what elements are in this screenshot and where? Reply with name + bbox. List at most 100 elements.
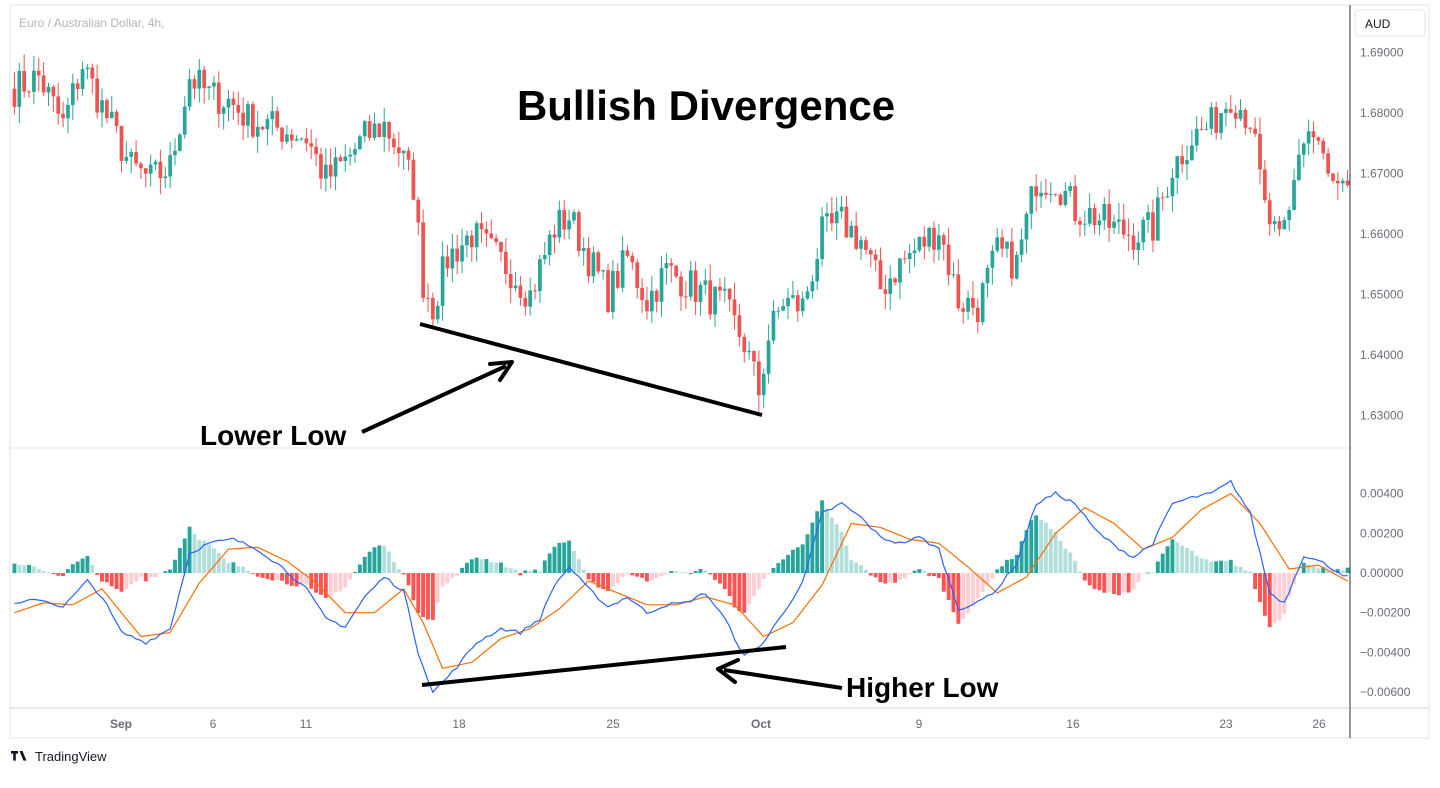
candle-body — [596, 252, 601, 272]
candle-body — [1087, 208, 1092, 224]
histogram-bar — [1141, 573, 1146, 574]
histogram-bar — [1248, 571, 1253, 574]
candle-body — [786, 297, 790, 307]
histogram-bar — [1189, 550, 1194, 574]
candle-body — [645, 300, 649, 312]
histogram-bar — [353, 571, 357, 574]
histogram-bar — [941, 573, 946, 592]
histogram-bar — [1185, 548, 1189, 574]
symbol-title[interactable]: Euro / Australian Dollar, 4h, — [19, 16, 164, 30]
candle-body — [898, 258, 902, 283]
histogram-bar — [761, 573, 766, 579]
candle-body — [1151, 212, 1155, 241]
candle-body — [202, 69, 207, 89]
candle-body — [1102, 203, 1107, 221]
candle-body — [95, 78, 99, 113]
histogram-bar — [1107, 573, 1112, 593]
candle-body — [708, 280, 713, 315]
candle-body — [1311, 131, 1316, 138]
histogram-bar — [148, 573, 153, 578]
histogram-bar — [537, 571, 542, 574]
candle-body — [1170, 177, 1175, 197]
histogram-bar — [1078, 571, 1082, 574]
candle-body — [732, 299, 737, 316]
candle-body — [1058, 194, 1063, 205]
price-tick-label: 1.69000 — [1360, 45, 1404, 59]
histogram-bar — [489, 562, 494, 574]
candle-body — [445, 256, 450, 269]
candle-body — [615, 270, 620, 288]
time-tick-label: 23 — [1219, 717, 1233, 731]
candle-body — [1175, 156, 1180, 178]
histogram-bar — [1121, 573, 1126, 593]
candle-body — [1117, 219, 1121, 222]
histogram-bar — [533, 569, 537, 574]
histogram-bar — [338, 573, 343, 592]
candle-body — [703, 280, 708, 285]
histogram-bar — [727, 573, 732, 597]
candle-body — [124, 156, 129, 161]
candle-body — [1248, 127, 1253, 129]
candle-body — [581, 248, 586, 251]
histogram-bar — [805, 534, 810, 574]
histogram-bar — [771, 567, 776, 574]
candle-body — [864, 240, 868, 251]
candle-body — [1131, 235, 1136, 250]
histogram-bar — [795, 547, 800, 574]
candle-body — [1136, 242, 1141, 250]
candle-body — [494, 238, 498, 242]
time-axis[interactable]: Sep 6 11 18 25 Oct 9 16 23 26 — [110, 717, 1326, 731]
histogram-bar — [1272, 573, 1277, 624]
histogram-bar — [786, 554, 790, 574]
histogram-bar — [411, 573, 416, 601]
histogram-bar — [75, 561, 80, 574]
candle-body — [1243, 110, 1248, 128]
candle-body — [722, 288, 727, 291]
histogram-bar — [674, 571, 679, 574]
candle-body — [299, 138, 304, 140]
histogram-bar — [1165, 546, 1170, 574]
histogram-bar — [104, 573, 109, 583]
histogram-bar — [669, 571, 674, 574]
histogram-bar — [1097, 573, 1102, 591]
histogram-bar — [1063, 548, 1068, 574]
candle-body — [168, 155, 172, 177]
histogram-bar — [1301, 562, 1306, 574]
candle-body — [1078, 221, 1082, 225]
histogram-bar — [562, 542, 567, 574]
candle-body — [800, 298, 805, 312]
histogram-bar — [1180, 545, 1185, 574]
candle-body — [752, 350, 756, 362]
price-axis[interactable]: 1.69000 1.68000 1.67000 1.66000 1.65000 1.640… — [1360, 45, 1404, 422]
histogram-bar — [1277, 573, 1282, 621]
candle-body — [1000, 237, 1004, 249]
histogram-bar — [416, 573, 421, 613]
time-tick-label: 16 — [1066, 717, 1080, 731]
histogram-bar — [460, 567, 465, 574]
histogram-bar — [717, 573, 722, 584]
histogram-bar — [246, 570, 250, 574]
currency-badge[interactable]: AUD — [1354, 9, 1426, 37]
histogram-bar — [61, 573, 66, 577]
histogram-bar — [241, 566, 246, 574]
macd-tick-label: −0.00400 — [1360, 645, 1411, 659]
macd-line — [14, 479, 1348, 694]
macd-axis[interactable]: 0.00400 0.00200 0.00000 −0.00200 −0.00400 −0.… — [1360, 487, 1411, 699]
histogram-bar — [323, 573, 328, 598]
histogram-bar — [878, 573, 883, 583]
candle-body — [280, 127, 284, 142]
tradingview-brand[interactable]: TradingView — [11, 749, 107, 764]
histogram-bar — [679, 572, 683, 574]
candle-body — [372, 123, 377, 138]
histogram-bar — [455, 573, 460, 576]
histogram-bar — [17, 564, 22, 574]
histogram-bar — [343, 573, 348, 588]
histogram-bar — [153, 573, 158, 578]
candlestick-series — [12, 54, 1350, 412]
candle-body — [654, 290, 659, 302]
histogram-bar — [1116, 573, 1121, 596]
candle-body — [922, 236, 927, 247]
histogram-bar — [581, 569, 586, 574]
candle-body — [834, 211, 839, 224]
